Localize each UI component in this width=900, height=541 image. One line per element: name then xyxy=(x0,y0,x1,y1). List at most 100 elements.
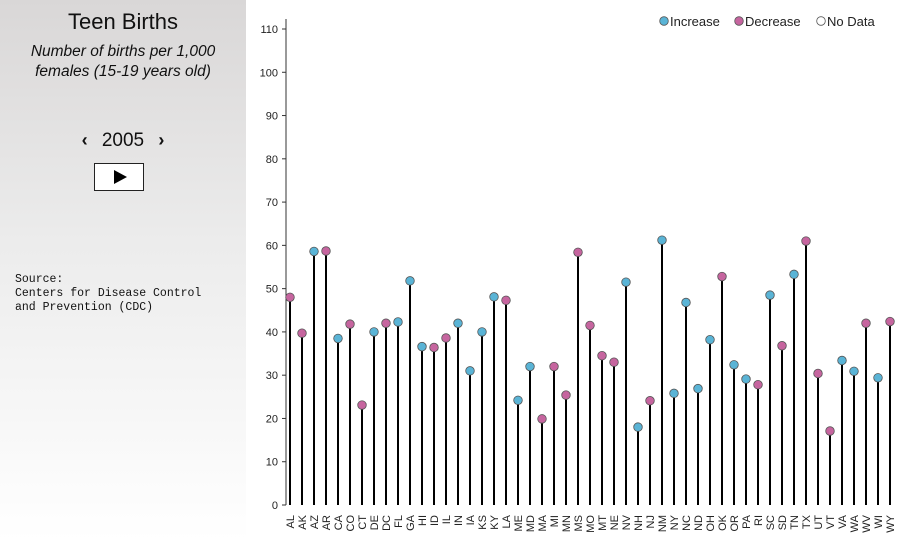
legend-label: Decrease xyxy=(745,14,801,29)
lollipop-dot-ut xyxy=(813,368,823,379)
lollipop-dot-wi xyxy=(873,373,883,383)
y-tick-label: 90 xyxy=(266,111,278,123)
x-tick-label: VT xyxy=(825,515,837,529)
prev-year-button[interactable]: ‹ xyxy=(81,130,88,150)
legend-item-increase: Increase xyxy=(659,14,720,29)
lollipop-dot-hi xyxy=(417,341,427,352)
subtitle-line-2: females (15-19 years old) xyxy=(35,63,211,80)
x-tick-label: PA xyxy=(741,514,753,529)
x-tick-label: MT xyxy=(597,515,609,531)
x-tick-label: SC xyxy=(765,515,777,530)
x-tick-label: KY xyxy=(489,514,501,529)
lollipop-dot-tn xyxy=(789,269,799,280)
lollipop-dot-ne xyxy=(609,357,619,367)
lollipop-dot-nv xyxy=(621,277,631,287)
x-tick-label: OH xyxy=(705,515,717,532)
x-tick-label: GA xyxy=(405,514,417,531)
x-tick-label: VA xyxy=(837,514,849,529)
legend-item-decrease: Decrease xyxy=(734,14,801,29)
lollipop-dot-il xyxy=(441,333,451,343)
y-tick-label: 60 xyxy=(266,240,278,252)
lollipop-dot-ar xyxy=(321,246,331,256)
lollipop-dot-sd xyxy=(777,341,787,351)
x-tick-label: DC xyxy=(381,515,393,531)
lollipop-dot-vt xyxy=(825,426,835,436)
x-tick-label: DE xyxy=(369,515,381,530)
play-button[interactable] xyxy=(94,163,144,191)
y-tick-label: 100 xyxy=(260,67,278,79)
lollipop-dot-la xyxy=(501,295,511,306)
x-tick-label: RI xyxy=(753,515,765,526)
y-tick-label: 50 xyxy=(266,284,278,296)
lollipop-dot-ga xyxy=(405,276,415,286)
play-icon xyxy=(114,170,127,184)
lollipop-dot-ks xyxy=(477,327,487,337)
legend-label: No Data xyxy=(827,14,875,29)
lollipop-dot-nd xyxy=(693,383,703,394)
y-tick-label: 0 xyxy=(272,500,278,512)
y-tick-label: 70 xyxy=(266,197,278,209)
x-tick-label: NV xyxy=(621,514,633,530)
lollipop-dot-ia xyxy=(465,366,475,376)
y-tick-label: 80 xyxy=(266,154,278,166)
x-tick-label: IL xyxy=(441,515,453,524)
current-year: 2005 xyxy=(101,130,145,151)
x-tick-label: WA xyxy=(849,514,861,532)
x-tick-label: SD xyxy=(777,515,789,530)
x-tick-label: AR xyxy=(321,515,333,530)
y-tick-label: 110 xyxy=(260,24,278,36)
lollipop-dot-al xyxy=(285,292,295,302)
x-tick-label: NJ xyxy=(645,515,657,528)
lollipop-dot-or xyxy=(729,360,739,370)
lollipop-dot-sc xyxy=(765,290,775,300)
sidebar: Teen Births Number of births per 1,000 f… xyxy=(0,0,246,541)
y-tick-label: 10 xyxy=(266,457,278,469)
lollipop-dot-mo xyxy=(585,320,595,331)
legend-swatch xyxy=(659,16,669,26)
lollipop-dot-ma xyxy=(537,414,547,424)
lollipop-dot-mn xyxy=(561,390,571,400)
lollipop-dot-de xyxy=(369,327,379,337)
legend-label: Increase xyxy=(670,14,720,29)
lollipop-dot-id xyxy=(429,342,439,353)
x-tick-label: TN xyxy=(789,515,801,530)
lollipop-dot-dc xyxy=(381,318,391,328)
lollipop-dot-nm xyxy=(657,235,667,245)
x-tick-label: OR xyxy=(729,515,741,532)
x-tick-label: NY xyxy=(669,514,681,530)
lollipop-dot-in xyxy=(453,318,463,328)
lollipop-dot-nj xyxy=(645,396,655,406)
subtitle-line-1: Number of births per 1,000 xyxy=(30,43,216,60)
x-tick-label: MI xyxy=(549,515,561,527)
x-tick-label: IA xyxy=(465,514,477,525)
lollipop-dot-mi xyxy=(549,361,559,372)
y-tick-label: 20 xyxy=(266,413,278,425)
lollipop-dot-ny xyxy=(669,388,679,399)
x-tick-label: CA xyxy=(333,514,345,530)
lollipop-dot-co xyxy=(345,319,355,329)
page-title: Teen Births xyxy=(67,9,179,34)
x-tick-label: MN xyxy=(561,515,573,532)
source-note: Source: Centers for Disease Control and … xyxy=(15,273,202,314)
x-tick-label: TX xyxy=(801,514,813,529)
lollipop-dot-ky xyxy=(489,292,499,302)
next-year-button[interactable]: › xyxy=(158,130,165,150)
x-tick-label: CT xyxy=(357,515,369,530)
x-tick-label: ME xyxy=(513,515,525,532)
lollipop-dot-wy xyxy=(885,316,895,327)
page-subtitle: Number of births per 1,000 females (15-1… xyxy=(10,42,236,82)
lollipop-dot-oh xyxy=(705,334,715,345)
x-tick-label: MA xyxy=(537,514,549,531)
x-tick-label: WV xyxy=(861,514,873,532)
x-tick-label: AL xyxy=(285,515,297,528)
x-tick-label: OK xyxy=(717,514,729,531)
x-tick-label: NM xyxy=(657,515,669,532)
lollipop-dot-ct xyxy=(357,400,367,410)
x-tick-label: ND xyxy=(693,515,705,531)
x-tick-label: FL xyxy=(393,515,405,528)
lollipop-dot-pa xyxy=(741,374,751,384)
legend-swatch xyxy=(734,16,744,26)
lollipop-dot-wa xyxy=(849,366,859,376)
x-tick-label: AK xyxy=(297,514,309,529)
lollipop-dot-ok xyxy=(717,271,727,282)
